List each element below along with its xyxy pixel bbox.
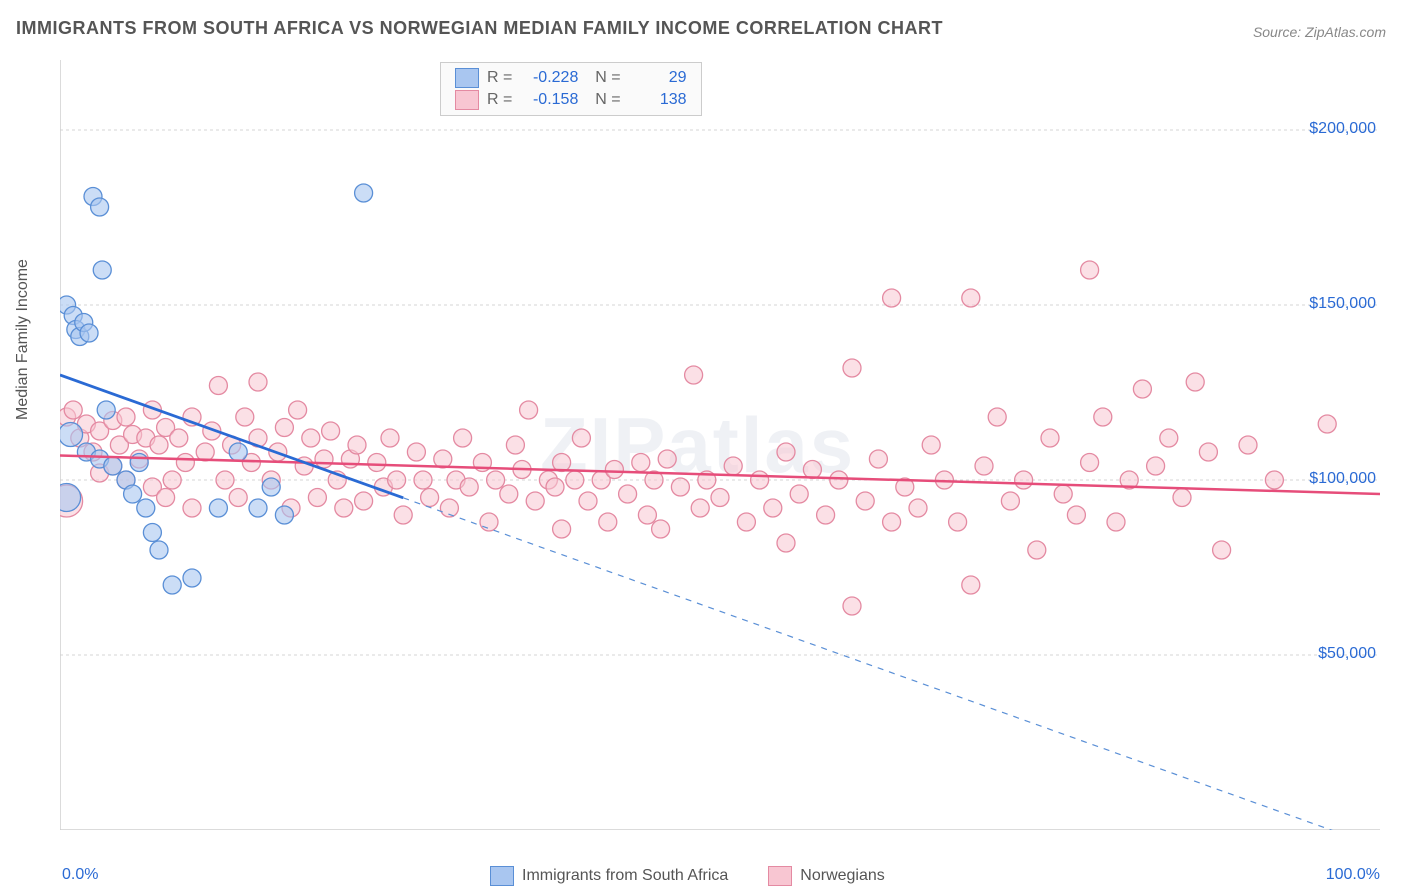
legend-label: Immigrants from South Africa [522,867,728,885]
legend-label: Norwegians [800,867,884,885]
stats-row: R = -0.158 N = 138 [455,89,687,111]
x-axis-min-label: 0.0% [62,866,98,884]
stat-n-label: N = [586,69,620,87]
swatch-icon [455,68,479,88]
correlation-stats-box: R = -0.228 N = 29 R = -0.158 N = 138 [440,62,702,116]
legend: Immigrants from South Africa Norwegians [490,866,885,886]
y-tick-label: $100,000 [1309,470,1376,488]
y-tick-label: $50,000 [1318,645,1376,663]
stats-row: R = -0.228 N = 29 [455,67,687,89]
chart-title: IMMIGRANTS FROM SOUTH AFRICA VS NORWEGIA… [16,18,943,39]
y-axis-label: Median Family Income [14,259,32,420]
legend-item: Immigrants from South Africa [490,866,728,886]
swatch-icon [455,90,479,110]
stat-r-label: R = [487,69,512,87]
y-tick-label: $150,000 [1309,295,1376,313]
stat-n-label: N = [586,91,620,109]
stat-r-value: -0.228 [520,69,578,87]
stat-r-label: R = [487,91,512,109]
x-axis-max-label: 100.0% [1326,866,1380,884]
swatch-icon [490,866,514,886]
swatch-icon [768,866,792,886]
legend-item: Norwegians [768,866,884,886]
stat-n-value: 138 [629,91,687,109]
stat-r-value: -0.158 [520,91,578,109]
y-tick-label: $200,000 [1309,120,1376,138]
source-attribution: Source: ZipAtlas.com [1253,24,1386,40]
scatter-chart [60,60,1380,830]
stat-n-value: 29 [629,69,687,87]
